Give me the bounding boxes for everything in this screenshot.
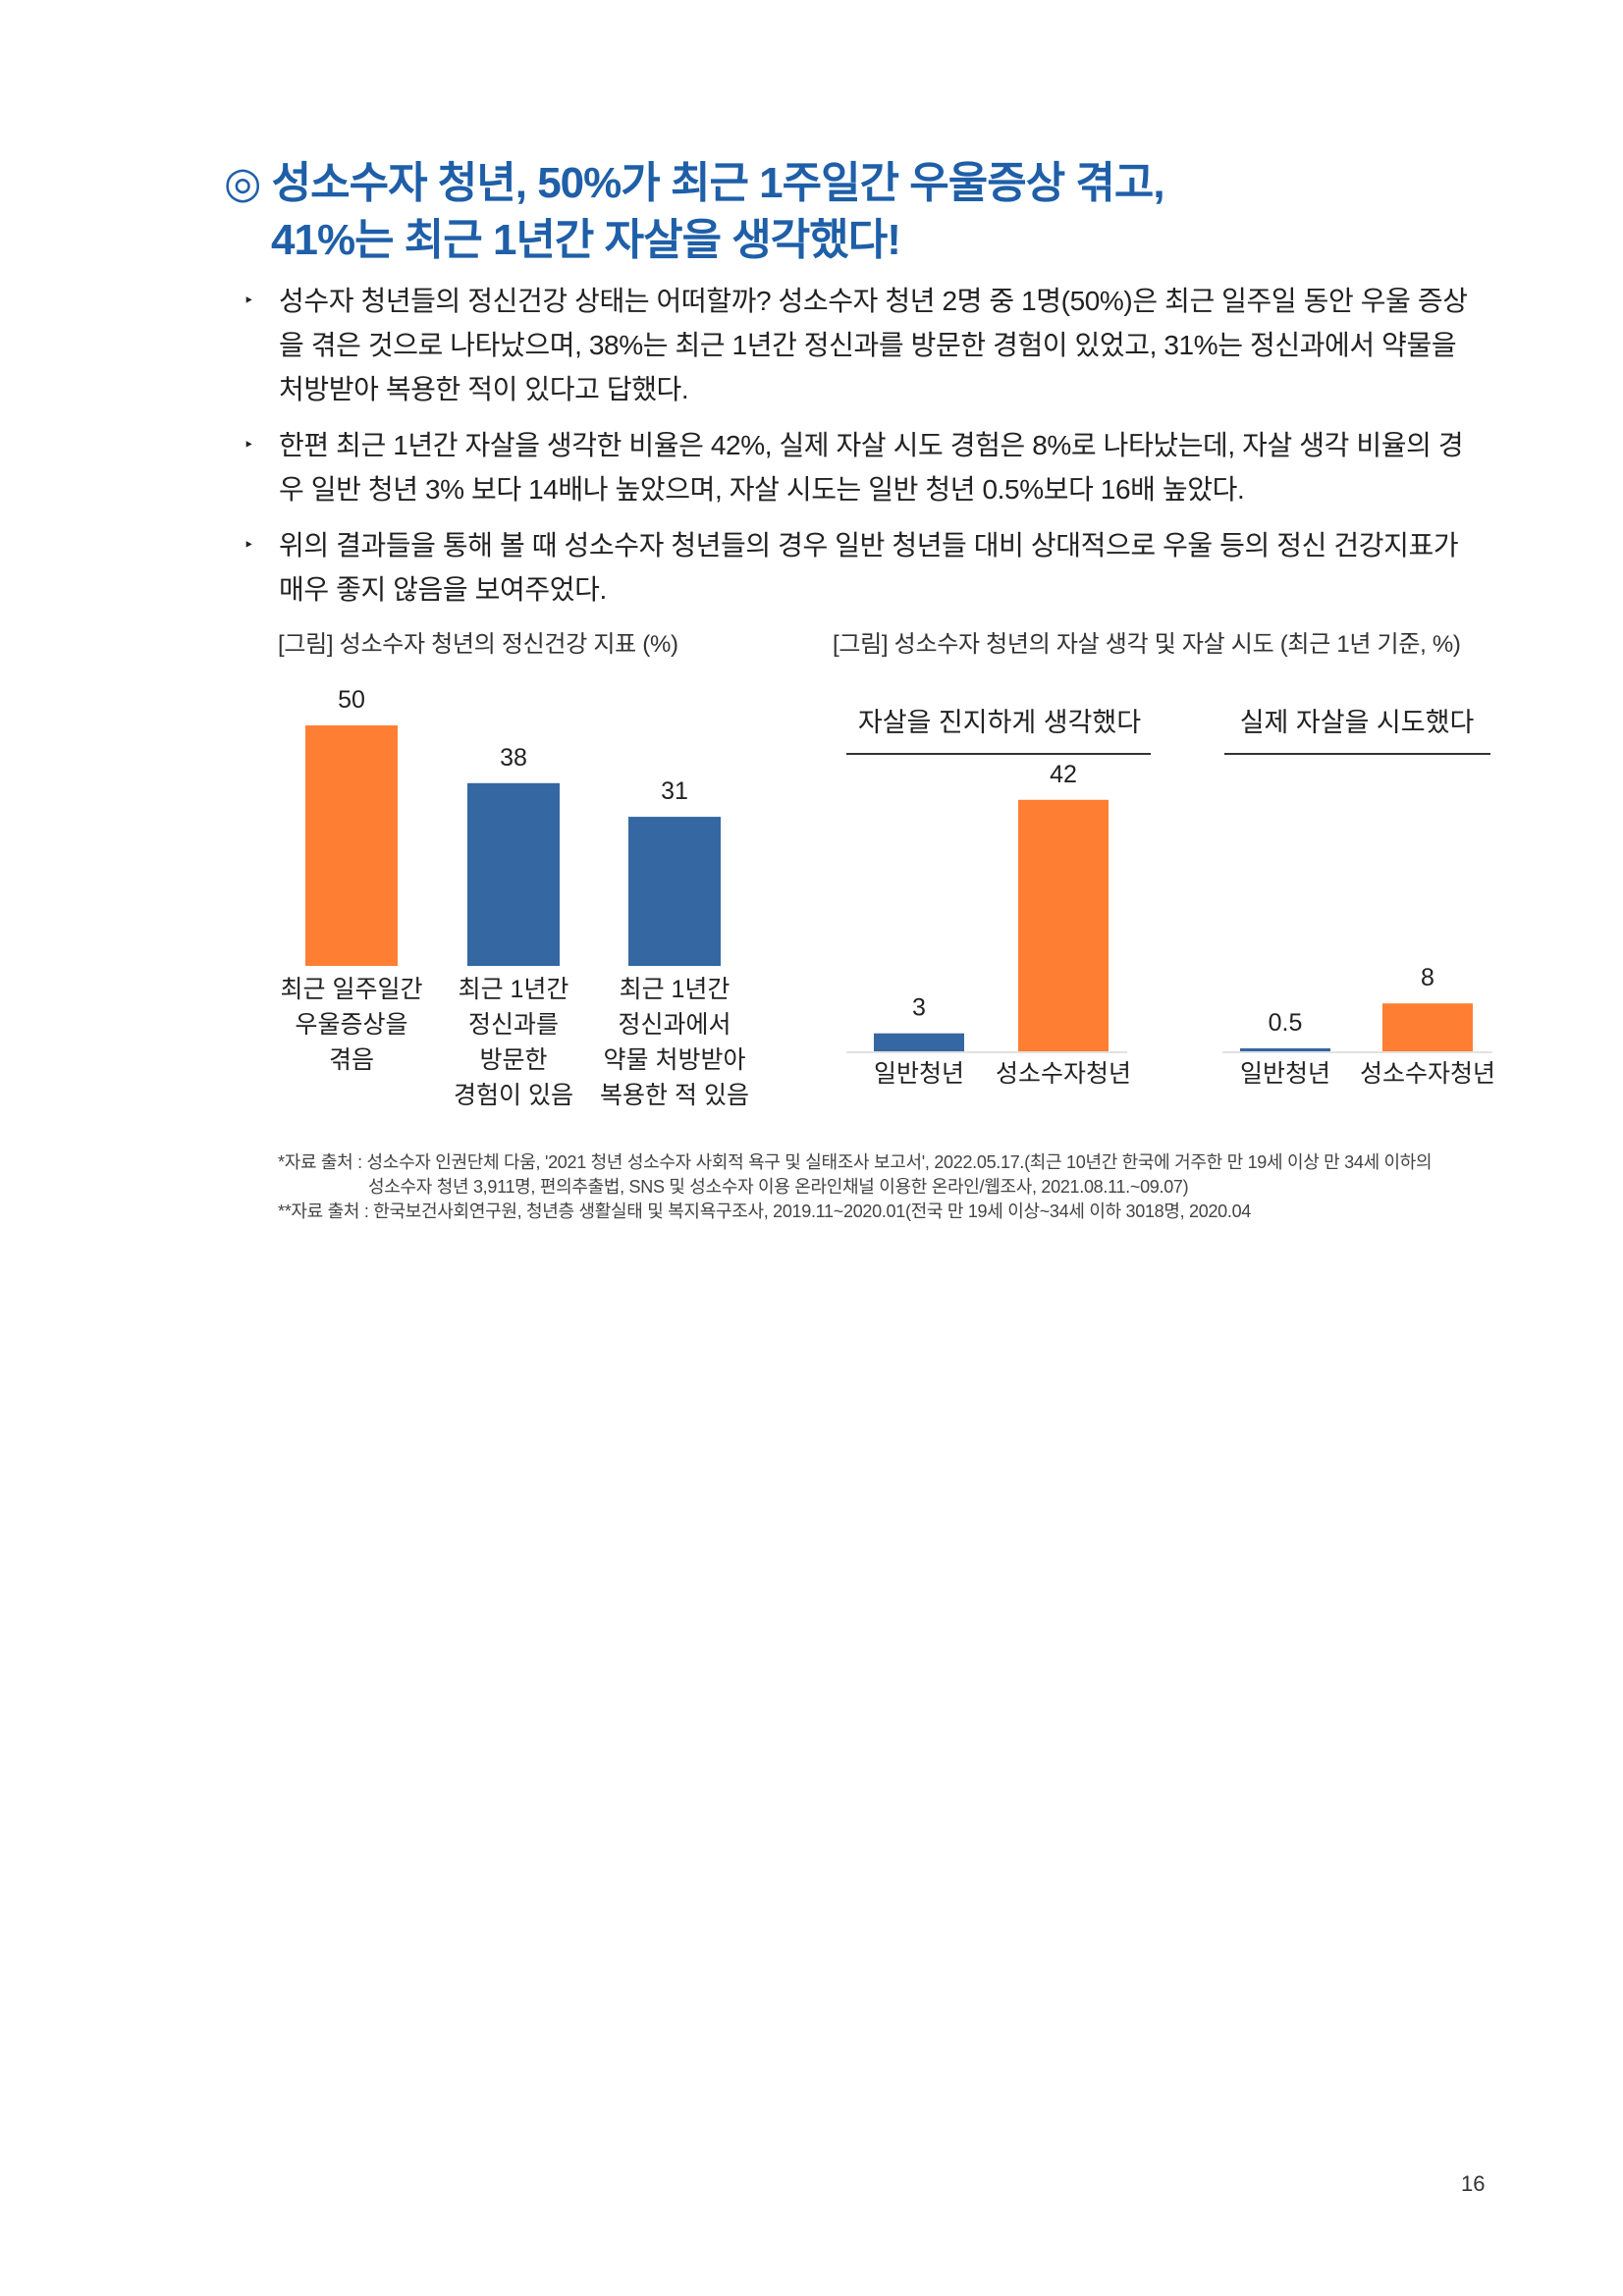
bar [628, 817, 721, 966]
section-heading: ◎ 성소수자 청년, 50%가 최근 1주일간 우울증상 겪고, 41%는 최근… [224, 155, 1165, 269]
bar-value-label: 3 [912, 994, 926, 1022]
heading-line-1-text: 성소수자 청년, 50%가 최근 1주일간 우울증상 겪고, [271, 159, 1165, 207]
bullet-item: ‣ 한편 최근 1년간 자살을 생각한 비율은 42%, 실제 자살 시도 경험… [243, 423, 1481, 511]
source-notes: *자료 출처 : 성소수자 인권단체 다움, '2021 청년 성소수자 사회적… [278, 1150, 1433, 1224]
category-label: 일반청년 [874, 1060, 964, 1088]
bullet-item: ‣ 위의 결과들을 통해 볼 때 성소수자 청년들의 경우 일반 청년들 대비 … [243, 523, 1481, 612]
bar [467, 782, 560, 966]
source-note-1-cont: 성소수자 청년 3,911명, 편의추출법, SNS 및 성소수자 이용 온라인… [368, 1177, 1189, 1197]
bar-value-label: 50 [338, 686, 365, 714]
category-label: 복용한 적 있음 [600, 1082, 749, 1109]
bar-value-label: 0.5 [1269, 1009, 1303, 1037]
category-label: 정신과에서 [618, 1011, 730, 1039]
page-number: 16 [1461, 2171, 1486, 2196]
category-label: 성소수자청년 [996, 1060, 1131, 1088]
bar [1018, 799, 1109, 1051]
chart-panel-title: 자살을 진지하게 생각했다 [858, 708, 1141, 737]
heading-line-2: 41%는 최근 1년간 자살을 생각했다! [271, 216, 901, 264]
category-label: 겪음 [329, 1046, 374, 1074]
category-label: 경험이 있음 [454, 1082, 573, 1109]
category-label: 최근 1년간 [620, 976, 730, 1003]
category-label: 일반청년 [1240, 1060, 1330, 1088]
bullet-text: 한편 최근 1년간 자살을 생각한 비율은 42%, 실제 자살 시도 경험은 … [279, 430, 1464, 505]
category-label: 약물 처방받아 [604, 1046, 746, 1074]
figure-1-caption: [그림] 성소수자 청년의 정신건강 지표 (%) [278, 631, 678, 658]
bullet-text: 위의 결과들을 통해 볼 때 성소수자 청년들의 경우 일반 청년들 대비 상대… [279, 530, 1459, 605]
heading-line-1: ◎ 성소수자 청년, 50%가 최근 1주일간 우울증상 겪고, [224, 155, 1165, 212]
source-note-2: **자료 출처 : 한국보건사회연구원, 청년층 생활실태 및 복지욕구조사, … [278, 1201, 1252, 1221]
triangle-bullet-icon: ‣ [243, 535, 254, 555]
bullet-text: 성수자 청년들의 정신건강 상태는 어떠할까? 성소수자 청년 2명 중 1명(… [279, 286, 1468, 404]
bar-value-label: 38 [500, 744, 527, 772]
category-label: 최근 일주일간 [281, 976, 423, 1003]
category-label: 방문한 [479, 1046, 547, 1074]
bullet-list: ‣ 성수자 청년들의 정신건강 상태는 어떠할까? 성소수자 청년 2명 중 1… [243, 279, 1481, 623]
circle-marker-icon: ◎ [224, 159, 261, 207]
source-note-1: *자료 출처 : 성소수자 인권단체 다움, '2021 청년 성소수자 사회적… [278, 1152, 1433, 1172]
bar-value-label: 42 [1050, 761, 1077, 788]
category-label: 정신과를 [468, 1011, 559, 1039]
category-label: 성소수자청년 [1360, 1060, 1495, 1088]
triangle-bullet-icon: ‣ [243, 291, 254, 310]
triangle-bullet-icon: ‣ [243, 435, 254, 454]
bar-value-label: 8 [1421, 964, 1434, 991]
figure-2-caption: [그림] 성소수자 청년의 자살 생각 및 자살 시도 (최근 1년 기준, %… [833, 631, 1461, 658]
chart-panel-title: 실제 자살을 시도했다 [1240, 708, 1475, 737]
category-label: 최근 1년간 [459, 976, 569, 1003]
bar [1382, 1003, 1473, 1051]
bar [874, 1033, 964, 1051]
bullet-item: ‣ 성수자 청년들의 정신건강 상태는 어떠할까? 성소수자 청년 2명 중 1… [243, 279, 1481, 411]
bar [1240, 1047, 1330, 1051]
bar-value-label: 31 [661, 777, 688, 805]
category-label: 우울증상을 [295, 1011, 407, 1039]
bar [305, 725, 398, 966]
